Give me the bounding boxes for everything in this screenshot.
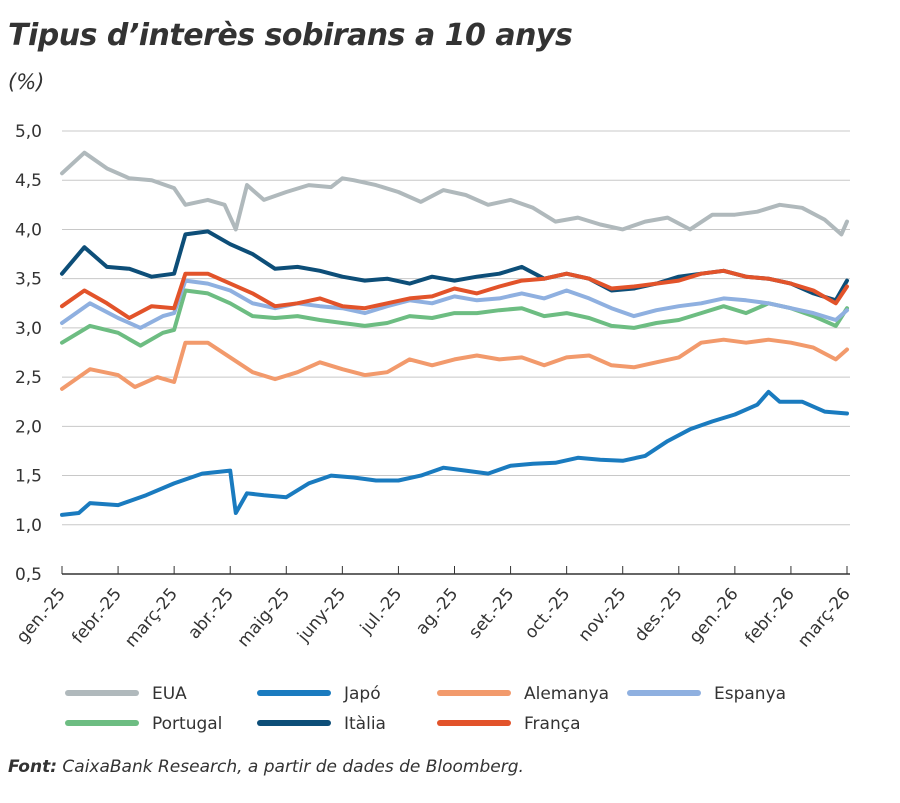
- source-label: Font:: [8, 757, 57, 777]
- legend-label: França: [524, 714, 581, 734]
- y-tick-label: 1,0: [15, 516, 42, 536]
- series-line-espanya: [60, 278, 849, 330]
- gridlines: [62, 130, 850, 526]
- y-axis-unit: (%): [8, 70, 45, 94]
- y-tick-label: 3,5: [15, 270, 42, 290]
- y-tick-label: 2,0: [15, 417, 42, 437]
- y-tick-label: 4,5: [15, 171, 42, 191]
- x-tick-label: febr.-26: [741, 584, 799, 647]
- legend-label: Espanya: [714, 684, 786, 704]
- x-tick-label: oct.-25: [521, 584, 575, 643]
- chart-title: Tipus d’interès sobirans a 10 anys: [8, 18, 573, 53]
- source-text: CaixaBank Research, a partir de dades de…: [57, 757, 524, 777]
- series-line-japó: [60, 389, 849, 517]
- legend-item-eua: EUA: [65, 684, 187, 704]
- legend-item-frança: França: [437, 714, 581, 734]
- x-tick-label: maig-25: [234, 584, 294, 651]
- source-note: Font: CaixaBank Research, a partir de da…: [8, 757, 524, 777]
- legend-item-itàlia: Itàlia: [257, 714, 386, 734]
- legend-label: EUA: [152, 684, 187, 704]
- y-tick-label: 0,5: [15, 565, 42, 585]
- x-tick-label: juny-25: [293, 584, 350, 647]
- y-tick-label: 2,5: [15, 368, 42, 388]
- x-tick-label: jul.-25: [356, 584, 406, 639]
- x-tick-label: set.-25: [465, 584, 518, 642]
- legend-label: Alemanya: [524, 684, 609, 704]
- x-tick-label: ag.-25: [412, 584, 462, 639]
- x-tick-label: des.-25: [631, 584, 687, 645]
- legend-item-alemanya: Alemanya: [437, 684, 609, 704]
- legend: EUA Japó Alemanya Espanya Portugal Itàlia Fran…: [65, 684, 786, 734]
- x-tick-label: febr.-25: [68, 584, 126, 647]
- legend-label: Itàlia: [344, 714, 386, 734]
- y-tick-label: 1,5: [15, 467, 42, 487]
- x-axis: [61, 566, 850, 575]
- legend-label: Portugal: [152, 714, 222, 734]
- y-tick-label: 4,0: [15, 220, 42, 240]
- x-tick-label: març-25: [121, 584, 182, 651]
- x-tick-label: abr.-25: [184, 584, 238, 643]
- legend-item-portugal: Portugal: [65, 714, 222, 734]
- y-tick-labels: 5,0 4,5 4,0 3,5 3,0 2,5 2,0 1,5 1,0 0,5: [15, 122, 42, 585]
- legend-item-espanya: Espanya: [627, 684, 786, 704]
- x-tick-label: març-26: [794, 584, 855, 651]
- x-tick-label: nov.-25: [575, 584, 631, 645]
- y-tick-label: 3,0: [15, 319, 42, 339]
- y-tick-label: 5,0: [15, 122, 42, 142]
- legend-label: Japó: [343, 684, 381, 704]
- x-tick-label: gen.-26: [685, 584, 742, 647]
- series-line-eua: [60, 150, 849, 237]
- series-lines: [60, 150, 849, 517]
- series-line-frança: [60, 268, 849, 320]
- series-line-alemanya: [60, 337, 849, 391]
- x-tick-label: gen.-25: [13, 584, 70, 647]
- series-line-portugal: [60, 288, 849, 348]
- legend-item-japó: Japó: [257, 684, 381, 704]
